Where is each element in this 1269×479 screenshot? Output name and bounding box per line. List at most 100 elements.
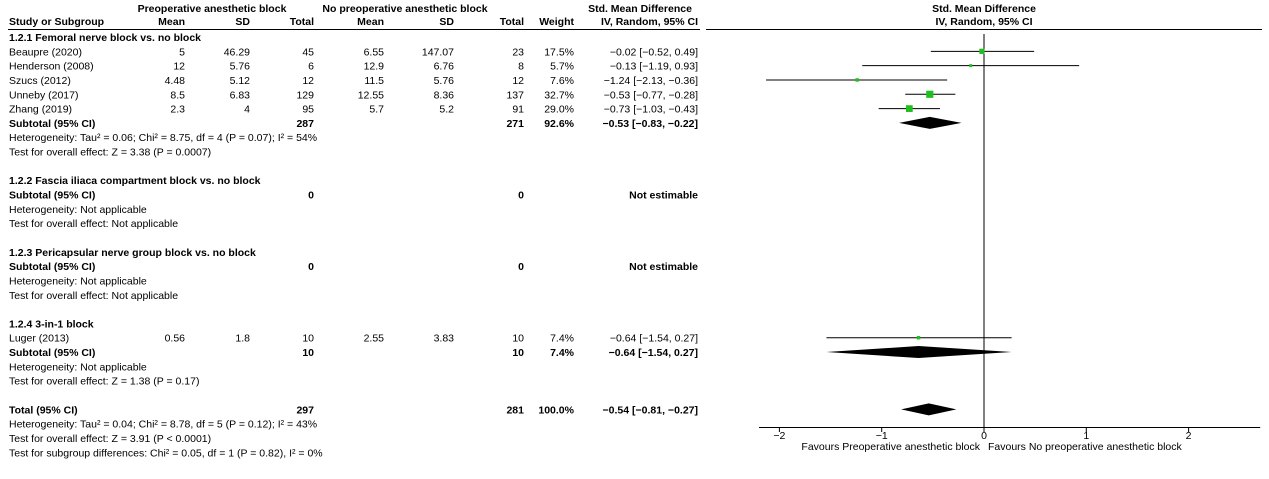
cell-n2: 10: [512, 347, 524, 359]
group-label: 1.2.4 3-in-1 block: [9, 318, 94, 330]
cell-w: 7.4%: [550, 333, 574, 345]
study-row: Luger (2013) 0.56 1.8 10 2.55 3.83 10 7.4% −0.64…: [9, 333, 698, 345]
note-label: Heterogeneity: Tau² = 0.06; Chi² = 8.75,…: [9, 132, 317, 144]
cell-n2: 0: [518, 190, 524, 202]
note-row: Heterogeneity: Not applicable: [9, 275, 147, 287]
cell-n2: 91: [512, 104, 524, 116]
cell-sd1: 5.12: [230, 75, 251, 87]
subtotal-label: Subtotal (95% CI): [9, 190, 95, 202]
x-tick-label: −1: [876, 430, 888, 442]
study-point: [969, 64, 973, 68]
note-label: Test for overall effect: Z = 3.91 (P < 0…: [9, 433, 211, 445]
plot-method-header: IV, Random, 95% CI: [935, 16, 1032, 28]
study-point: [855, 78, 859, 82]
study-column-header: Study or Subgroup: [9, 16, 104, 28]
cell-n2: 271: [506, 118, 524, 130]
cell-ci: −0.02 [−0.52, 0.49]: [610, 46, 698, 58]
cell-w: 100.0%: [538, 404, 574, 416]
exp-total-header: Total: [290, 16, 314, 28]
cell-n1: 0: [308, 261, 314, 273]
study-label: Henderson (2008): [9, 61, 94, 73]
cell-m1: 5: [179, 46, 185, 58]
summary-diamond: [899, 116, 962, 129]
study-label: Szucs (2012): [9, 75, 71, 87]
smd-column-title: Std. Mean Difference: [588, 3, 692, 15]
x-tick-label: −2: [773, 430, 785, 442]
cell-sd2: 8.36: [434, 89, 455, 101]
group-label: 1.2.2 Fascia iliaca compartment block vs…: [9, 175, 261, 187]
cell-w: 92.6%: [544, 118, 574, 130]
note-row: Test for overall effect: Z = 3.91 (P < 0…: [9, 433, 211, 445]
note-row: Test for subgroup differences: Chi² = 0.…: [9, 447, 323, 459]
plot-title: Std. Mean Difference: [932, 3, 1036, 15]
subtotal-label: Total (95% CI): [9, 404, 78, 416]
favours-left-label: Favours Preoperative anesthetic block: [801, 441, 980, 453]
cell-ci: −0.13 [−1.19, 0.93]: [610, 61, 698, 73]
cell-n1: 12: [302, 75, 314, 87]
note-row: Heterogeneity: Not applicable: [9, 361, 147, 373]
cell-n2: 8: [518, 61, 524, 73]
subtotal-row: Subtotal (95% CI) 0 0 Not estimable: [9, 261, 698, 273]
ctrl-sd-header: SD: [439, 16, 454, 28]
note-row: Test for overall effect: Not applicable: [9, 290, 178, 302]
study-row: Beaupre (2020) 5 46.29 45 6.55 147.07 23 17.5% −…: [9, 46, 698, 58]
cell-w: 29.0%: [544, 104, 574, 116]
cell-m1: 8.5: [170, 89, 185, 101]
group-row: 1.2.4 3-in-1 block: [9, 318, 94, 330]
cell-n1: 287: [296, 118, 314, 130]
cell-sd2: 5.2: [439, 104, 454, 116]
note-label: Test for subgroup differences: Chi² = 0.…: [9, 447, 323, 459]
table-rows: 1.2.1 Femoral nerve block vs. no block Be…: [9, 32, 698, 459]
cell-n1: 0: [308, 190, 314, 202]
study-label: Luger (2013): [9, 333, 69, 345]
group-label: 1.2.1 Femoral nerve block vs. no block: [9, 32, 201, 44]
note-label: Heterogeneity: Not applicable: [9, 204, 147, 216]
group-row: 1.2.1 Femoral nerve block vs. no block: [9, 32, 201, 44]
cell-sd2: 147.07: [422, 46, 454, 58]
ctrl-total-header: Total: [500, 16, 524, 28]
cell-n1: 95: [302, 104, 314, 116]
note-label: Heterogeneity: Not applicable: [9, 275, 147, 287]
cell-m2: 12.55: [358, 89, 384, 101]
cell-n2: 0: [518, 261, 524, 273]
cell-n1: 297: [296, 404, 314, 416]
cell-w: 7.4%: [550, 347, 575, 359]
exp-mean-header: Mean: [158, 16, 185, 28]
cell-m2: 5.7: [369, 104, 384, 116]
cell-ci: −0.64 [−1.54, 0.27]: [610, 333, 698, 345]
study-point: [979, 48, 985, 54]
note-row: Heterogeneity: Tau² = 0.06; Chi² = 8.75,…: [9, 132, 317, 144]
control-group-title: No preoperative anesthetic block: [322, 3, 487, 15]
cell-m1: 0.56: [165, 333, 186, 345]
cell-ci: −0.73 [−1.03, −0.43]: [604, 104, 698, 116]
cell-ci: Not estimable: [629, 261, 698, 273]
cell-sd1: 5.76: [230, 61, 251, 73]
cell-m2: 6.55: [364, 46, 385, 58]
subtotal-row: Total (95% CI) 297 281 100.0% −0.54 [−0.81, …: [9, 404, 698, 416]
subtotal-row: Subtotal (95% CI) 0 0 Not estimable: [9, 190, 698, 202]
note-label: Test for overall effect: Z = 1.38 (P = 0…: [9, 376, 199, 388]
note-row: Test for overall effect: Z = 1.38 (P = 0…: [9, 376, 199, 388]
cell-sd2: 6.76: [434, 61, 455, 73]
note-label: Heterogeneity: Tau² = 0.04; Chi² = 8.78,…: [9, 419, 317, 431]
note-label: Heterogeneity: Not applicable: [9, 361, 147, 373]
study-label: Unneby (2017): [9, 89, 78, 101]
x-tick-label: 2: [1186, 430, 1192, 442]
study-row: Unneby (2017) 8.5 6.83 129 12.55 8.36 137 32.7%…: [9, 89, 698, 101]
summary-diamond: [826, 346, 1012, 359]
cell-m2: 11.5: [364, 75, 384, 87]
cell-n2: 137: [506, 89, 524, 101]
study-point: [905, 105, 913, 112]
cell-n2: 281: [506, 404, 524, 416]
note-row: Test for overall effect: Not applicable: [9, 218, 178, 230]
cell-n1: 129: [296, 89, 314, 101]
study-point: [926, 90, 934, 98]
note-label: Test for overall effect: Not applicable: [9, 218, 178, 230]
subtotal-label: Subtotal (95% CI): [9, 347, 95, 359]
study-label: Zhang (2019): [9, 104, 72, 116]
cell-w: 32.7%: [544, 89, 574, 101]
cell-w: 17.5%: [544, 46, 574, 58]
note-label: Test for overall effect: Not applicable: [9, 290, 178, 302]
ctrl-mean-header: Mean: [357, 16, 384, 28]
